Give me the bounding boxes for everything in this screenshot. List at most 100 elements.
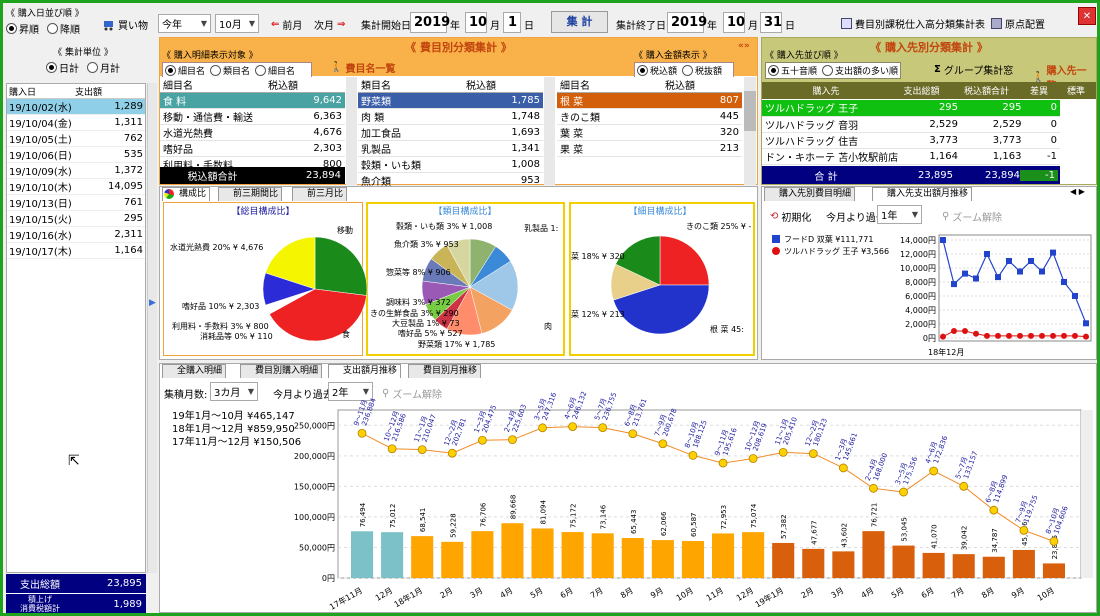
monthly-radio[interactable] bbox=[87, 62, 98, 73]
end-year-input[interactable]: 2019 bbox=[667, 12, 707, 33]
shop-period-select[interactable]: 1年 ▼ bbox=[877, 205, 922, 224]
list-item[interactable]: 19/10/04(金) 1,311 bbox=[7, 115, 145, 131]
scrollbar-3[interactable] bbox=[744, 77, 756, 185]
end-date-label: 集計終了日: bbox=[616, 21, 670, 32]
splitter[interactable]: ▶ bbox=[147, 83, 157, 573]
category-list-button[interactable]: 🚶 費目名一覧 bbox=[330, 60, 395, 75]
desc-radio[interactable] bbox=[47, 23, 58, 34]
calculate-button[interactable]: 集 計 bbox=[551, 11, 608, 33]
pie-charts: 【総目構成比】 【類目構成比】 【細目構成比】 移動 水道光熱費 20% ¥ 4… bbox=[170, 205, 751, 349]
opt-2-label: 類目名 bbox=[223, 67, 251, 77]
months-select[interactable]: 3カ月 ▼ bbox=[210, 382, 258, 401]
bar-value-label: 39,042 bbox=[961, 526, 969, 551]
ytick-label: 8,000円 bbox=[905, 278, 936, 287]
monthly-scrollbar[interactable] bbox=[1081, 410, 1093, 578]
daily-radio[interactable] bbox=[46, 62, 57, 73]
kana-radio[interactable] bbox=[768, 65, 779, 76]
monthly-period-select[interactable]: 2年 ▼ bbox=[328, 382, 373, 401]
table-row[interactable]: 加工食品 1,693 bbox=[358, 124, 543, 141]
table-row[interactable]: 乳製品 1,341 bbox=[358, 140, 543, 157]
prev-month-button[interactable]: ⇐ 前月 bbox=[271, 17, 302, 32]
start-date-label: 集計開始日: bbox=[361, 21, 415, 32]
end-day-input[interactable]: 31 bbox=[760, 12, 782, 33]
table-row[interactable]: ツルハドラッグ 王子 295 295 0 bbox=[762, 100, 1060, 117]
tax-table-button[interactable]: 費目別課税仕入高分類集計表 bbox=[841, 16, 985, 31]
list-item[interactable]: 19/10/15(火) 295 bbox=[7, 211, 145, 227]
list-item[interactable]: 19/10/06(日) 535 bbox=[7, 147, 145, 163]
col-amount: 税込額 bbox=[463, 77, 543, 93]
tax-in-radio[interactable] bbox=[637, 65, 648, 76]
trend-line bbox=[361, 426, 1055, 542]
tab-ratio[interactable]: 構成比 bbox=[162, 187, 211, 201]
double-chevron-icon[interactable]: «» bbox=[738, 41, 750, 51]
bar-value-label: 68,541 bbox=[419, 508, 427, 533]
month-select[interactable]: 10月 ▼ bbox=[215, 14, 259, 33]
category-table-2: 類目名 税込額 野菜類 1,785 肉 類 1,748 加工食品 1,693 乳製品 1,341 穀… bbox=[358, 77, 543, 189]
next-month-button[interactable]: 次月 ⇒ bbox=[314, 17, 345, 32]
table-row[interactable]: 穀類・いも類 1,008 bbox=[358, 156, 543, 173]
list-item[interactable]: 19/10/10(木) 14,095 bbox=[7, 179, 145, 195]
tab-category-detail[interactable]: 費目別購入明細 bbox=[240, 364, 323, 378]
tab-scroll-arrows[interactable]: ◀ ▶ bbox=[1070, 187, 1085, 196]
tab-month[interactable]: 前三月比 bbox=[292, 187, 348, 201]
list-item[interactable]: 19/10/09(水) 1,372 bbox=[7, 163, 145, 179]
start-year-input[interactable]: 2019 bbox=[410, 12, 450, 33]
close-icon[interactable]: ✕ bbox=[1078, 7, 1096, 25]
table-row[interactable]: きのこ類 445 bbox=[557, 108, 742, 125]
row-name: 果 菜 bbox=[557, 140, 662, 157]
monthly-zoom-label: ズーム解除 bbox=[392, 390, 443, 401]
row-name: きのこ類 bbox=[557, 108, 662, 125]
table-row[interactable]: 食 料 9,642 bbox=[160, 92, 345, 109]
opt-2-radio[interactable] bbox=[210, 65, 222, 76]
table-row[interactable]: 根 菜 807 bbox=[557, 92, 742, 109]
trend-point bbox=[718, 458, 728, 468]
opt-1-radio[interactable] bbox=[165, 65, 176, 76]
list-item[interactable]: 19/10/13(日) 761 bbox=[7, 195, 145, 211]
list-item[interactable]: 19/10/02(水) 1,289 bbox=[7, 99, 145, 115]
bar-value-label: 57,382 bbox=[780, 514, 788, 539]
tab-all-detail[interactable]: 全購入明細 bbox=[162, 364, 227, 378]
row-name: 移動・通信費・輸送 bbox=[160, 108, 265, 125]
chevron-down-icon: ▼ bbox=[362, 387, 369, 396]
origin-layout-button[interactable]: 原点配置 bbox=[991, 16, 1045, 31]
tab-monthly-spend[interactable]: 支出額月推移 bbox=[328, 364, 402, 378]
group-window-button[interactable]: Σ グループ集計窓 bbox=[934, 62, 1013, 77]
tab-category-monthly[interactable]: 費目別月推移 bbox=[408, 364, 482, 378]
table-row[interactable]: 野菜類 1,785 bbox=[358, 92, 543, 109]
scrollbar-1[interactable] bbox=[346, 77, 357, 185]
asc-radio[interactable] bbox=[6, 23, 17, 34]
month-select-value: 10月 bbox=[219, 20, 242, 31]
table-row[interactable]: 水道光熱費 4,676 bbox=[160, 124, 345, 141]
xtick-label: 19年1月 bbox=[753, 585, 785, 609]
table-row[interactable]: ツルハドラッグ 住吉 3,773 3,773 0 bbox=[762, 132, 1060, 149]
ytick-label: 4,000円 bbox=[905, 306, 936, 315]
shop-title: 《 購入先別分類集計 》 bbox=[870, 41, 988, 54]
shop-zoom-reset[interactable]: ⚲ ズーム解除 bbox=[942, 209, 1002, 224]
table-row[interactable]: ドン・キホーテ 苫小牧駅前店 1,164 1,163 -1 bbox=[762, 148, 1060, 165]
table-row[interactable]: ツルハドラッグ 音羽 2,529 2,529 0 bbox=[762, 116, 1060, 133]
table-row[interactable]: 嗜好品 2,303 bbox=[160, 140, 345, 157]
scrollbar-2[interactable] bbox=[544, 77, 555, 185]
list-item[interactable]: 19/10/16(水) 2,311 bbox=[7, 227, 145, 243]
table-row[interactable]: 肉 類 1,748 bbox=[358, 108, 543, 125]
list-item[interactable]: 19/10/05(土) 762 bbox=[7, 131, 145, 147]
year-select[interactable]: 今年 ▼ bbox=[158, 14, 211, 33]
table-header: 細目名 税込額 bbox=[160, 77, 345, 93]
list-item[interactable]: 19/10/17(木) 1,164 bbox=[7, 243, 145, 259]
shopping-button[interactable]: 買い物 bbox=[103, 17, 148, 32]
table-row[interactable]: 葉 菜 320 bbox=[557, 124, 742, 141]
table-row[interactable]: 果 菜 213 bbox=[557, 140, 742, 157]
end-month-input[interactable]: 10 bbox=[723, 12, 745, 33]
tab-shop-trend[interactable]: 購入先支出額月推移 bbox=[872, 187, 973, 201]
start-month-input[interactable]: 10 bbox=[465, 12, 487, 33]
amount-order-radio[interactable] bbox=[822, 65, 834, 76]
opt-3-radio[interactable] bbox=[255, 65, 267, 76]
start-day-input[interactable]: 1 bbox=[503, 12, 521, 33]
tax-ex-radio[interactable] bbox=[682, 65, 694, 76]
monthly-zoom-reset[interactable]: ⚲ ズーム解除 bbox=[382, 386, 442, 401]
init-button[interactable]: ⟲ 初期化 bbox=[770, 209, 811, 224]
tab-period[interactable]: 前三期間比 bbox=[218, 187, 283, 201]
tab-shop-detail[interactable]: 購入先別費目明細 bbox=[764, 187, 856, 201]
table-row[interactable]: 移動・通信費・輸送 6,363 bbox=[160, 108, 345, 125]
